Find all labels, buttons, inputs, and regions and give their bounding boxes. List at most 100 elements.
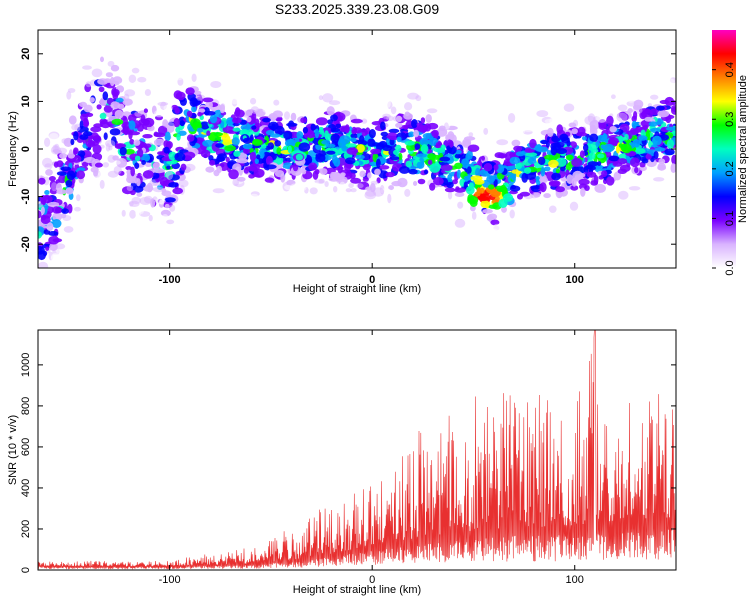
heatmap-cell xyxy=(584,185,590,191)
heatmap-cell xyxy=(164,197,176,203)
heatmap-cell xyxy=(228,169,239,180)
snr-panel: -100 0 100 0 200 400 600 800 1000 Height of str… xyxy=(7,329,677,596)
heatmap-cell xyxy=(483,163,493,172)
heatmap-cell xyxy=(325,150,336,155)
heatmap-cell xyxy=(71,124,79,131)
heatmap-cell xyxy=(63,226,74,233)
heatmap-cell xyxy=(142,170,154,179)
heatmap-cell xyxy=(226,119,234,125)
x-tick-label: 100 xyxy=(566,574,584,586)
heatmap-cell xyxy=(446,147,452,154)
heatmap-cell xyxy=(318,95,323,101)
heatmap-cell xyxy=(93,135,102,144)
heatmap-cell xyxy=(275,117,283,122)
y-tick-label: 0 xyxy=(20,567,32,573)
heatmap-cell xyxy=(232,117,242,124)
spectrogram-heatmap xyxy=(38,42,676,268)
heatmap-cell xyxy=(548,159,559,168)
heatmap-cell xyxy=(251,125,257,130)
heatmap-cell xyxy=(454,162,463,169)
heatmap-cell xyxy=(560,165,566,172)
heatmap-cell xyxy=(454,192,465,198)
heatmap-cell xyxy=(85,139,96,148)
heatmap-cell xyxy=(112,89,120,97)
heatmap-cell xyxy=(96,104,102,110)
heatmap-cell xyxy=(372,187,385,197)
heatmap-cell xyxy=(589,124,596,133)
heatmap-cell xyxy=(81,161,89,167)
heatmap-cell xyxy=(392,115,403,122)
heatmap-cell xyxy=(141,160,147,165)
heatmap-cell xyxy=(82,65,92,70)
heatmap-cell xyxy=(242,147,251,154)
heatmap-cell xyxy=(359,170,366,178)
heatmap-cell xyxy=(274,140,282,147)
heatmap-cell xyxy=(143,108,148,113)
heatmap-cell xyxy=(56,182,62,193)
heatmap-cell xyxy=(65,180,73,188)
heatmap-cell xyxy=(38,210,42,219)
heatmap-cell xyxy=(269,186,276,191)
heatmap-cell xyxy=(571,157,583,167)
heatmap-cell xyxy=(65,187,74,195)
heatmap-cell xyxy=(117,103,125,110)
heatmap-cell xyxy=(559,133,569,141)
heatmap-cell xyxy=(262,117,271,123)
heatmap-cell xyxy=(487,213,498,220)
heatmap-cell xyxy=(99,112,107,120)
heatmap-cell xyxy=(121,209,126,217)
heatmap-cell xyxy=(191,73,197,83)
heatmap-cell xyxy=(355,154,365,160)
heatmap-cell xyxy=(649,127,662,133)
heatmap-cell xyxy=(204,111,216,116)
heatmap-cell xyxy=(49,133,59,140)
heatmap-cell xyxy=(180,163,187,171)
heatmap-cell xyxy=(119,146,127,156)
heatmap-cell xyxy=(116,157,128,168)
heatmap-cell xyxy=(162,214,169,219)
heatmap-cell xyxy=(350,137,357,142)
heatmap-cell xyxy=(206,130,211,136)
heatmap-cell xyxy=(61,138,69,144)
heatmap-cell xyxy=(420,144,429,154)
heatmap-cell xyxy=(344,124,350,134)
heatmap-cell xyxy=(404,140,415,146)
colorbar-tick-label: 0.1 xyxy=(724,211,736,226)
heatmap-cell xyxy=(467,144,480,152)
heatmap-cell xyxy=(40,206,45,215)
heatmap-cell xyxy=(666,139,675,150)
heatmap-cell xyxy=(602,191,611,198)
heatmap-cell xyxy=(196,127,204,133)
heatmap-cell xyxy=(408,168,418,175)
heatmap-cell xyxy=(644,116,653,122)
heatmap-cell xyxy=(496,139,509,146)
heatmap-cell xyxy=(128,176,139,184)
heatmap-cell xyxy=(403,124,408,130)
heatmap-cell xyxy=(605,176,615,186)
heatmap-cell xyxy=(565,163,572,171)
heatmap-cell xyxy=(354,191,365,197)
heatmap-cell xyxy=(62,215,72,221)
heatmap-cell xyxy=(89,97,95,103)
heatmap-cell xyxy=(256,154,261,160)
heatmap-cell xyxy=(469,198,475,204)
heatmap-cell xyxy=(659,99,670,105)
heatmap-cell xyxy=(184,163,196,172)
heatmap-cell xyxy=(587,113,596,123)
heatmap-cell xyxy=(557,209,563,219)
heatmap-cell xyxy=(161,188,167,193)
heatmap-cell xyxy=(250,97,257,105)
heatmap-cell xyxy=(422,132,435,140)
heatmap-cell xyxy=(670,105,676,113)
heatmap-cell xyxy=(540,140,549,145)
heatmap-cell xyxy=(51,182,58,192)
heatmap-cell xyxy=(243,167,249,174)
heatmap-cell xyxy=(152,168,165,174)
heatmap-cell xyxy=(73,131,79,141)
heatmap-cell xyxy=(618,143,623,148)
heatmap-cell xyxy=(276,147,282,155)
heatmap-cell xyxy=(389,156,400,161)
heatmap-cell xyxy=(322,93,334,103)
heatmap-cell xyxy=(315,117,328,126)
heatmap-cell xyxy=(617,104,628,112)
